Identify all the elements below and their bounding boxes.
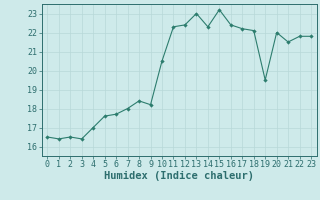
- X-axis label: Humidex (Indice chaleur): Humidex (Indice chaleur): [104, 171, 254, 181]
